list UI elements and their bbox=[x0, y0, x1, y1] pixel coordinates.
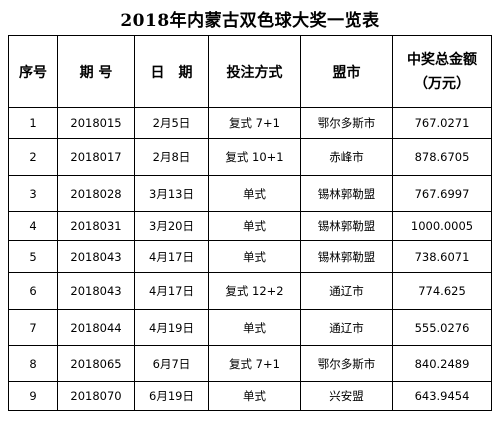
cell-method: 单式 bbox=[208, 175, 301, 212]
cell-league: 锡林郭勒盟 bbox=[300, 175, 393, 212]
cell-date: 4月19日 bbox=[134, 309, 209, 346]
cell-seq: 9 bbox=[8, 381, 58, 411]
cell-date: 3月20日 bbox=[134, 211, 209, 241]
cell-amount: 1000.0005 bbox=[392, 211, 492, 241]
cell-seq: 7 bbox=[8, 309, 58, 346]
cell-period: 2018065 bbox=[57, 345, 135, 382]
header-prize-line2: （万元） bbox=[414, 75, 470, 92]
cell-league: 鄂尔多斯市 bbox=[300, 345, 393, 382]
cell-method: 复式 10+1 bbox=[208, 138, 301, 176]
cell-league: 锡林郭勒盟 bbox=[300, 240, 393, 273]
cell-method: 复式 7+1 bbox=[208, 107, 301, 139]
cell-method: 单式 bbox=[208, 381, 301, 411]
cell-date: 4月17日 bbox=[134, 272, 209, 310]
cell-league: 鄂尔多斯市 bbox=[300, 107, 393, 139]
cell-amount: 738.6071 bbox=[392, 240, 492, 273]
table-row: 2 2018017 2月8日 复式 10+1 赤峰市 878.6705 bbox=[8, 138, 492, 176]
cell-method: 复式 12+2 bbox=[208, 272, 301, 310]
table-row: 9 2018070 6月19日 单式 兴安盟 643.9454 bbox=[8, 381, 492, 411]
cell-seq: 2 bbox=[8, 138, 58, 176]
cell-period: 2018070 bbox=[57, 381, 135, 411]
cell-method: 单式 bbox=[208, 309, 301, 346]
cell-amount: 878.6705 bbox=[392, 138, 492, 176]
cell-league: 赤峰市 bbox=[300, 138, 393, 176]
cell-date: 6月7日 bbox=[134, 345, 209, 382]
table-row: 7 2018044 4月19日 单式 通辽市 555.0276 bbox=[8, 309, 492, 346]
cell-amount: 643.9454 bbox=[392, 381, 492, 411]
cell-method: 单式 bbox=[208, 240, 301, 273]
header-date: 日 期 bbox=[134, 35, 209, 108]
header-period: 期 号 bbox=[57, 35, 135, 108]
cell-period: 2018031 bbox=[57, 211, 135, 241]
table-header-row: 序号 期 号 日 期 投注方式 盟市 中奖总金额 （万元） bbox=[8, 35, 492, 108]
header-seq: 序号 bbox=[8, 35, 58, 108]
cell-period: 2018028 bbox=[57, 175, 135, 212]
table-row: 6 2018043 4月17日 复式 12+2 通辽市 774.625 bbox=[8, 272, 492, 310]
cell-league: 锡林郭勒盟 bbox=[300, 211, 393, 241]
cell-amount: 555.0276 bbox=[392, 309, 492, 346]
page-title: 2018年内蒙古双色球大奖一览表 bbox=[120, 11, 380, 31]
cell-period: 2018017 bbox=[57, 138, 135, 176]
cell-seq: 5 bbox=[8, 240, 58, 273]
cell-period: 2018043 bbox=[57, 240, 135, 273]
cell-date: 3月13日 bbox=[134, 175, 209, 212]
cell-seq: 8 bbox=[8, 345, 58, 382]
cell-method: 单式 bbox=[208, 211, 301, 241]
cell-amount: 767.6997 bbox=[392, 175, 492, 212]
cell-league: 通辽市 bbox=[300, 309, 393, 346]
cell-seq: 3 bbox=[8, 175, 58, 212]
header-prize-line1: 中奖总金额 bbox=[407, 51, 477, 68]
header-method: 投注方式 bbox=[208, 35, 301, 108]
header-prize: 中奖总金额 （万元） bbox=[392, 35, 492, 108]
cell-league: 兴安盟 bbox=[300, 381, 393, 411]
cell-amount: 774.625 bbox=[392, 272, 492, 310]
cell-seq: 6 bbox=[8, 272, 58, 310]
cell-date: 2月8日 bbox=[134, 138, 209, 176]
cell-date: 4月17日 bbox=[134, 240, 209, 273]
table-row: 5 2018043 4月17日 单式 锡林郭勒盟 738.6071 bbox=[8, 240, 492, 273]
lottery-table: 序号 期 号 日 期 投注方式 盟市 中奖总金额 （万元） 1 2018015 2月… bbox=[8, 35, 492, 411]
cell-seq: 4 bbox=[8, 211, 58, 241]
table-row: 1 2018015 2月5日 复式 7+1 鄂尔多斯市 767.0271 bbox=[8, 107, 492, 139]
cell-league: 通辽市 bbox=[300, 272, 393, 310]
table-row: 4 2018031 3月20日 单式 锡林郭勒盟 1000.0005 bbox=[8, 211, 492, 241]
cell-method: 复式 7+1 bbox=[208, 345, 301, 382]
table-row: 8 2018065 6月7日 复式 7+1 鄂尔多斯市 840.2489 bbox=[8, 345, 492, 382]
cell-period: 2018015 bbox=[57, 107, 135, 139]
cell-period: 2018043 bbox=[57, 272, 135, 310]
cell-seq: 1 bbox=[8, 107, 58, 139]
table-row: 3 2018028 3月13日 单式 锡林郭勒盟 767.6997 bbox=[8, 175, 492, 212]
cell-date: 6月19日 bbox=[134, 381, 209, 411]
header-league: 盟市 bbox=[300, 35, 393, 108]
cell-amount: 840.2489 bbox=[392, 345, 492, 382]
cell-date: 2月5日 bbox=[134, 107, 209, 139]
cell-period: 2018044 bbox=[57, 309, 135, 346]
cell-amount: 767.0271 bbox=[392, 107, 492, 139]
